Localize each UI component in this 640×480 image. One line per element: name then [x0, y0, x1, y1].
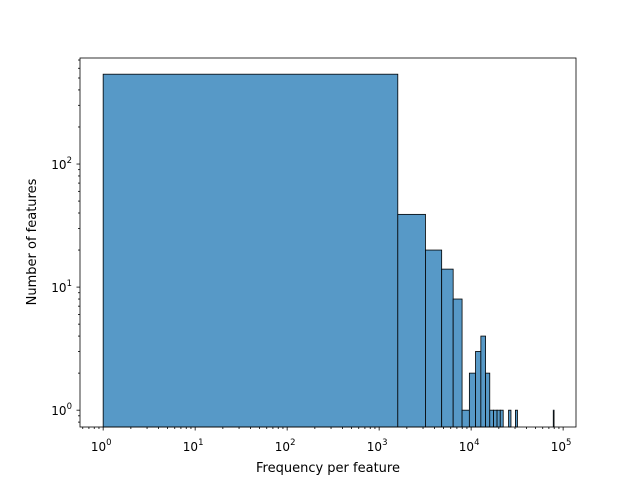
x-tick-label: 105	[551, 438, 572, 454]
histogram-bar	[102, 73, 399, 428]
y-axis-ticks: 100 101 102	[51, 59, 80, 423]
x-axis-ticks: 100 101 102 103 104 105	[82, 427, 572, 454]
histogram-bar	[425, 249, 443, 428]
histogram-bar	[461, 409, 470, 428]
histogram-bar	[493, 409, 498, 428]
histogram-bar	[496, 409, 501, 428]
histogram-bar	[515, 409, 518, 428]
histogram-bar	[452, 298, 463, 428]
histogram-bar	[475, 351, 482, 428]
histogram-bar	[489, 409, 494, 428]
histogram-bar	[441, 268, 454, 428]
y-tick-label: 101	[51, 279, 72, 295]
plot-frame	[79, 57, 577, 428]
x-tick-label: 103	[367, 438, 388, 454]
histogram-bar	[508, 409, 512, 428]
x-axis-label: Frequency per feature	[256, 461, 400, 476]
x-tick-label: 101	[183, 438, 204, 454]
x-tick-label: 102	[275, 438, 296, 454]
histogram-bar	[552, 409, 555, 428]
histogram-bar	[397, 213, 426, 428]
y-tick-label: 100	[51, 402, 72, 418]
histogram-bar	[485, 372, 491, 428]
histogram-bar	[480, 335, 486, 428]
x-tick-label: 104	[459, 438, 480, 454]
histogram-bar	[499, 409, 504, 428]
x-tick-label: 100	[91, 438, 112, 454]
y-tick-label: 102	[51, 156, 72, 172]
y-axis-label: Number of features	[25, 178, 40, 305]
bars-group	[102, 73, 555, 428]
histogram-bar	[468, 372, 476, 428]
